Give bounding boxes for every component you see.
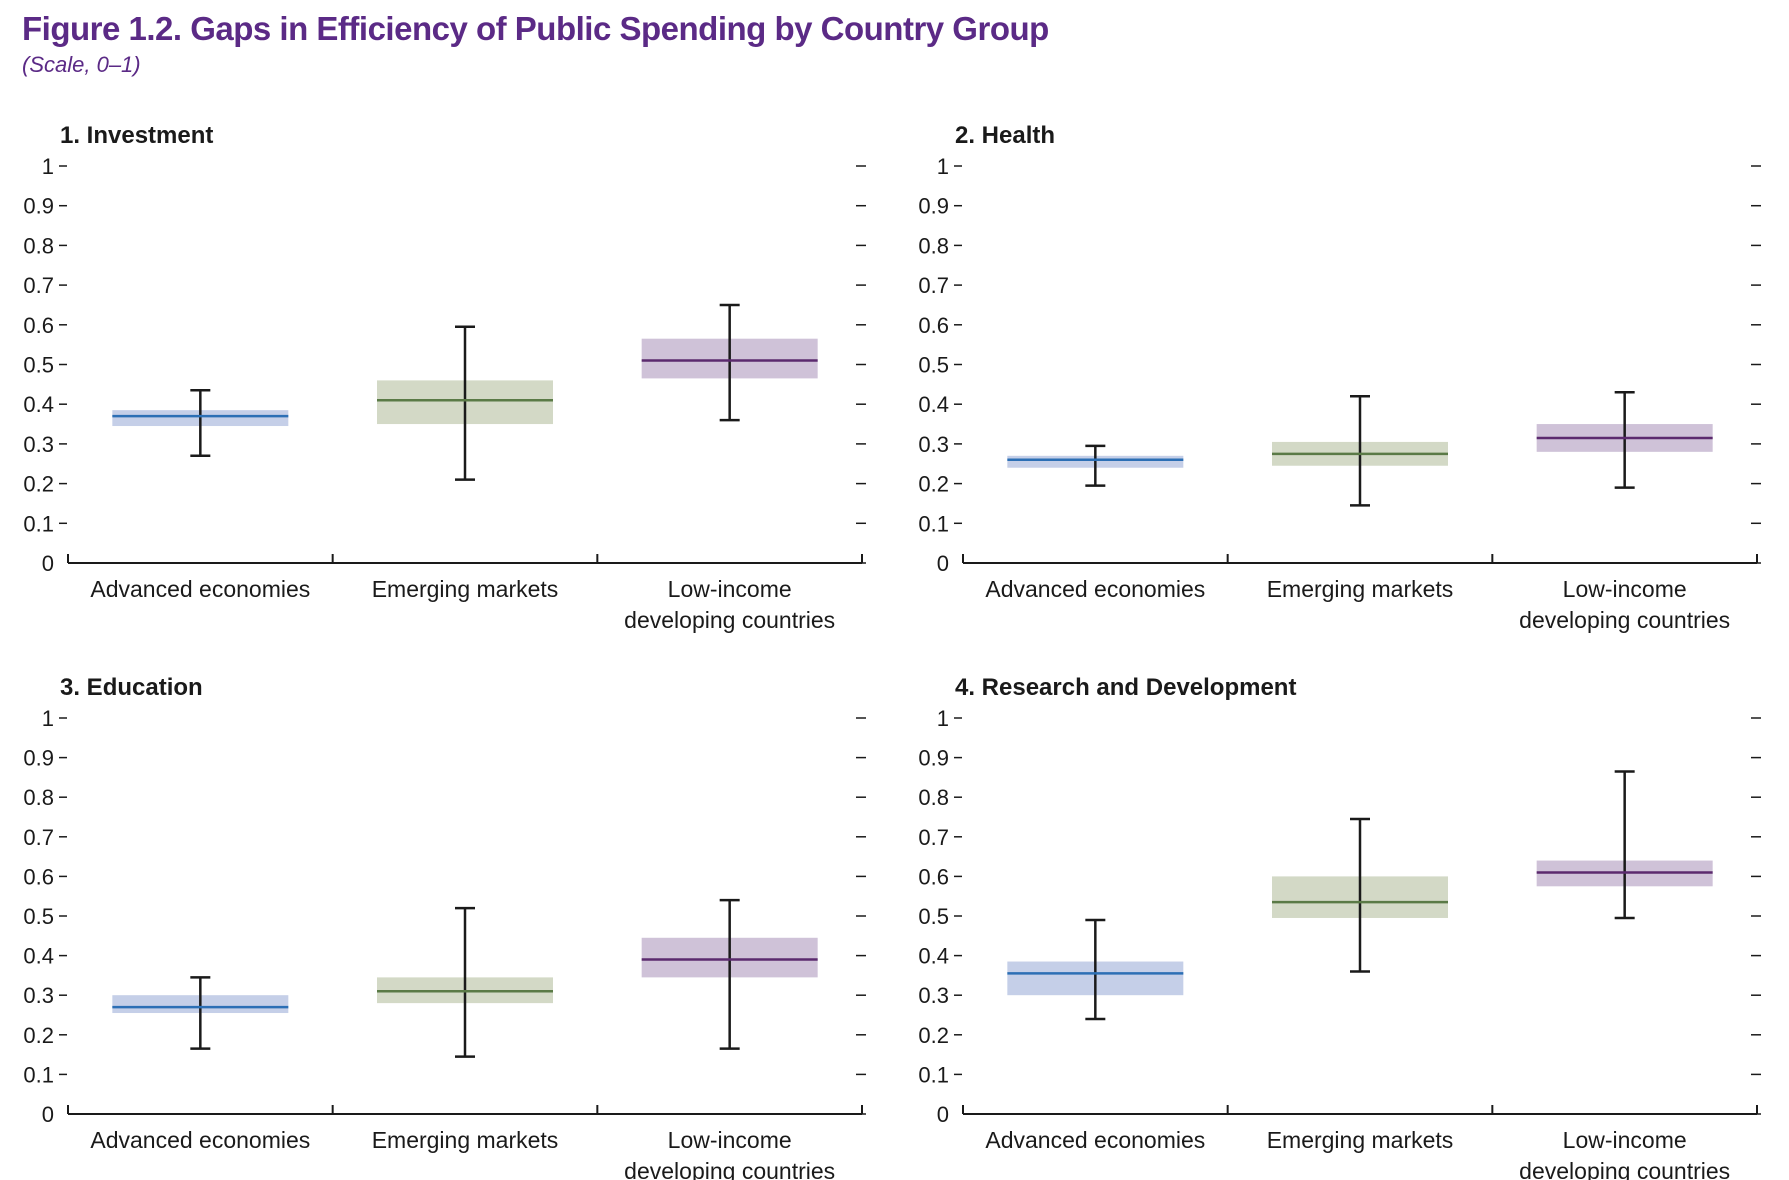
box-group-3: [641, 898, 818, 1050]
category-label: developing countries: [624, 1158, 835, 1180]
y-tick-label: 0.3: [23, 432, 54, 457]
y-tick-label: 0.4: [918, 944, 949, 969]
y-tick-label: 0: [42, 1102, 54, 1127]
category-label: Emerging markets: [1267, 1127, 1454, 1153]
y-tick-label: 0.6: [918, 864, 949, 889]
category-label: developing countries: [1519, 1158, 1730, 1180]
y-tick-label: 0.1: [23, 1062, 54, 1087]
category-label: Advanced economies: [90, 1127, 310, 1153]
panel-title: 1. Investment: [60, 122, 213, 149]
panel-title: 3. Education: [60, 674, 203, 701]
y-tick-label: 0.3: [23, 983, 54, 1008]
category-label: developing countries: [1519, 607, 1730, 633]
y-tick-label: 0.9: [23, 746, 54, 771]
y-tick-label: 0.6: [23, 313, 54, 338]
box-group-3: [641, 303, 818, 422]
y-tick-label: 0.8: [23, 233, 54, 258]
y-tick-label: 0.6: [918, 313, 949, 338]
y-tick-label: 0.7: [23, 273, 54, 298]
y-tick-label: 0.8: [918, 233, 949, 258]
y-tick-label: 0.5: [918, 904, 949, 929]
box-group-2: [377, 325, 553, 481]
box-group-1: [112, 389, 289, 458]
box-group-3: [1536, 770, 1713, 920]
category-label: Low-income: [668, 1127, 792, 1153]
y-tick-label: 0.4: [23, 392, 54, 417]
panel-title: 4. Research and Development: [955, 674, 1296, 701]
chart-panel-3: 3. Education 0 0.1 0.2 0.3 0.4 0.5 0.6 0.7 0.8 0.9…: [23, 674, 866, 1180]
category-label: Emerging markets: [1267, 576, 1454, 602]
box-group-2: [377, 906, 553, 1058]
y-tick-label: 0.3: [918, 432, 949, 457]
y-tick-label: 0.5: [918, 353, 949, 378]
y-tick-label: 0.5: [23, 904, 54, 929]
box-group-2: [1272, 395, 1448, 507]
box-group-1: [112, 976, 289, 1050]
y-tick-label: 1: [937, 706, 949, 731]
panel-title: 2. Health: [955, 122, 1055, 149]
category-label: developing countries: [624, 607, 835, 633]
category-label: Emerging markets: [372, 576, 559, 602]
box-group-3: [1536, 391, 1713, 489]
y-tick-label: 0.6: [23, 864, 54, 889]
box-group-1: [1007, 918, 1184, 1021]
y-tick-label: 0.9: [918, 194, 949, 219]
y-tick-label: 0: [937, 1102, 949, 1127]
chart-panel-2: 2. Health 0 0.1 0.2 0.3 0.4 0.5 0.6 0.7 0.8 0.9 1 Ad…: [918, 122, 1761, 633]
y-tick-label: 0.1: [23, 511, 54, 536]
y-tick-label: 1: [42, 154, 54, 179]
y-tick-label: 0.7: [918, 825, 949, 850]
category-label: Low-income: [1563, 1127, 1687, 1153]
y-tick-label: 1: [42, 706, 54, 731]
y-tick-label: 0.4: [23, 944, 54, 969]
y-tick-label: 0.8: [23, 785, 54, 810]
category-label: Advanced economies: [985, 576, 1205, 602]
category-label: Advanced economies: [90, 576, 310, 602]
y-tick-label: 0.2: [918, 472, 949, 497]
y-tick-label: 0: [42, 551, 54, 576]
y-tick-label: 0.1: [918, 511, 949, 536]
y-tick-label: 1: [937, 154, 949, 179]
y-tick-label: 0.4: [918, 392, 949, 417]
y-tick-label: 0: [937, 551, 949, 576]
y-tick-label: 0.8: [918, 785, 949, 810]
y-tick-label: 0.9: [918, 746, 949, 771]
y-tick-label: 0.1: [918, 1062, 949, 1087]
category-label: Emerging markets: [372, 1127, 559, 1153]
y-tick-label: 0.7: [23, 825, 54, 850]
y-tick-label: 0.2: [918, 1023, 949, 1048]
chart-panel-1: 1. Investment 0 0.1 0.2 0.3 0.4 0.5 0.6 0.7 0.8 0.…: [23, 122, 866, 633]
y-tick-label: 0.5: [23, 353, 54, 378]
figure-subtitle: (Scale, 0–1): [22, 52, 141, 77]
chart-panel-4: 4. Research and Development 0 0.1 0.2 0.3 0.4…: [918, 674, 1761, 1180]
y-tick-label: 0.9: [23, 194, 54, 219]
y-tick-label: 0.2: [23, 472, 54, 497]
figure-title: Figure 1.2. Gaps in Efficiency of Public…: [22, 10, 1049, 47]
category-label: Advanced economies: [985, 1127, 1205, 1153]
y-tick-label: 0.7: [918, 273, 949, 298]
box-group-1: [1007, 444, 1184, 487]
box-group-2: [1272, 817, 1448, 973]
y-tick-label: 0.3: [918, 983, 949, 1008]
category-label: Low-income: [1563, 576, 1687, 602]
category-label: Low-income: [668, 576, 792, 602]
y-tick-label: 0.2: [23, 1023, 54, 1048]
